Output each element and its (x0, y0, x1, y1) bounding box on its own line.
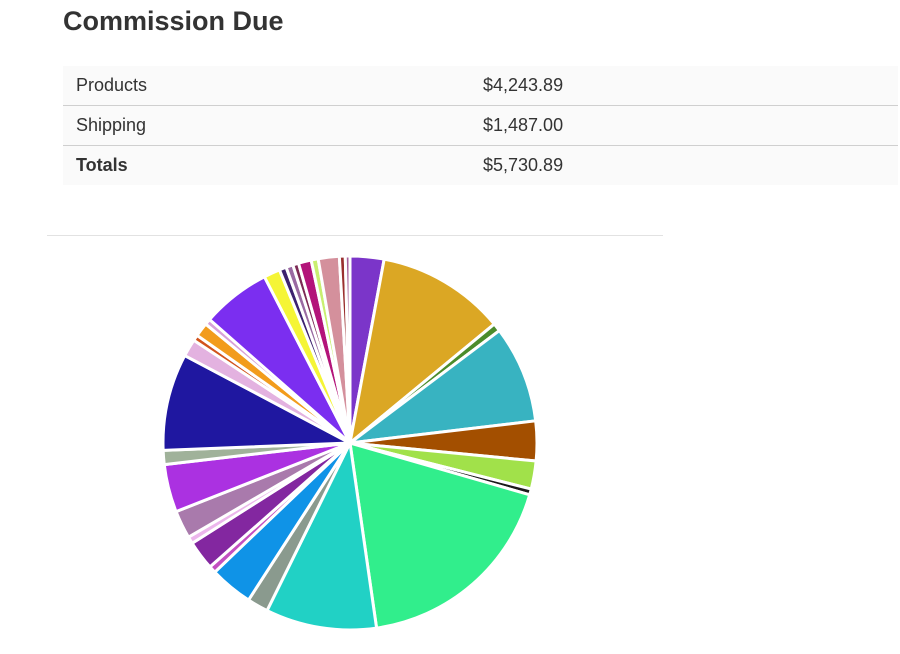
pie-slice-4[interactable] (348, 329, 538, 445)
pie-slice-9[interactable] (265, 441, 379, 632)
chart-divider (47, 235, 663, 236)
pie-slice-18[interactable] (161, 354, 352, 452)
commission-table: Products $4,243.89 Shipping $1,487.00 To… (63, 66, 898, 185)
page-title: Commission Due (63, 6, 284, 36)
row-value: $4,243.89 (483, 66, 898, 106)
table-row: Shipping $1,487.00 (63, 105, 898, 146)
pie-slice-8[interactable] (348, 441, 532, 630)
totals-label: Totals (63, 145, 483, 185)
pie-slice-2[interactable] (348, 257, 496, 445)
row-label: Products (63, 66, 483, 106)
row-label: Shipping (63, 105, 483, 146)
row-value: $1,487.00 (483, 105, 898, 146)
totals-row: Totals $5,730.89 (63, 145, 898, 185)
table-row: Products $4,243.89 (63, 66, 898, 106)
pie-slice-32[interactable] (343, 254, 352, 445)
totals-value: $5,730.89 (483, 145, 898, 185)
